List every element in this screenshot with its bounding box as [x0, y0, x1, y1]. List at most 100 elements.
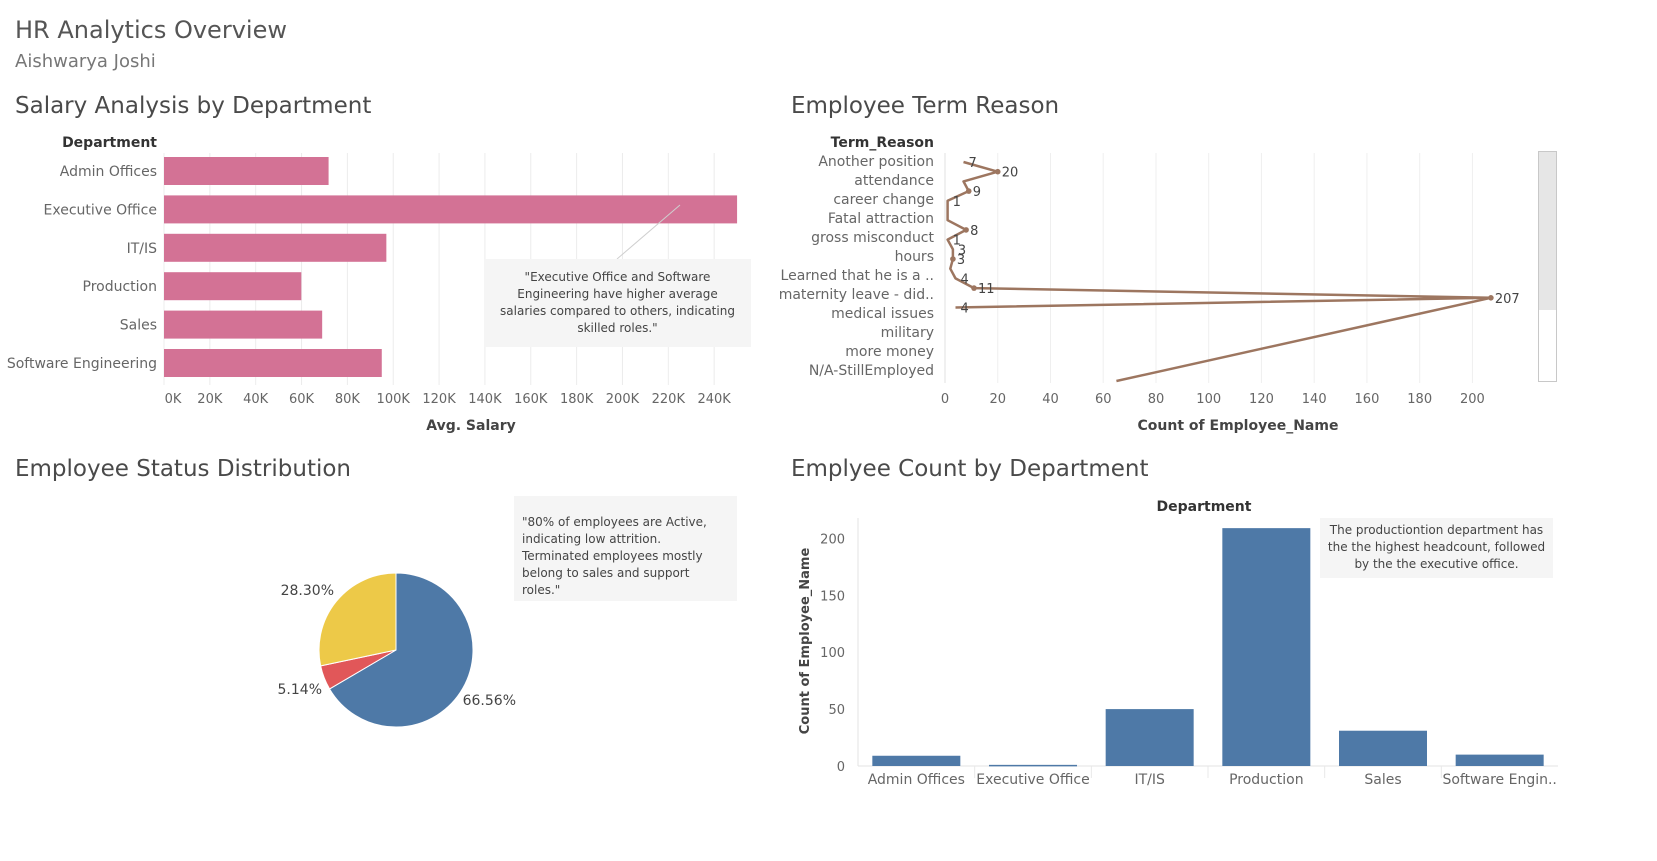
term-reason-line-chart: 0 20 40 60 80 100 120 140 160 180 200 Term_Reason An… [780, 135, 1520, 434]
term-data-point [971, 285, 977, 291]
salary-x-tick: 0K [165, 392, 182, 407]
term-scrollbar[interactable] [1538, 151, 1557, 382]
term-category-label: Another position [818, 154, 934, 170]
salary-category-label: IT/IS [127, 241, 158, 257]
term-category-label: Fatal attraction [828, 211, 934, 227]
term-category-label: more money [845, 344, 934, 360]
count-category-label: Executive Office [976, 772, 1089, 788]
term-series-line [946, 160, 1493, 309]
dashboard-author: Aishwarya Joshi [15, 51, 156, 72]
salary-x-tick: 180K [560, 392, 594, 407]
term-x-tick: 200 [1460, 392, 1485, 407]
status-section-title: Employee Status Distribution [15, 456, 352, 482]
salary-x-tick: 100K [377, 392, 411, 407]
term-data-label: 9 [973, 185, 981, 200]
salary-category-label: Sales [120, 318, 157, 334]
salary-x-tick: 120K [422, 392, 456, 407]
term-category-label: medical issues [831, 306, 934, 322]
term-category-label: military [881, 325, 934, 341]
dashboard-title: HR Analytics Overview [15, 16, 287, 44]
term-data-point [963, 227, 969, 233]
count-y-tick: 200 [820, 532, 845, 547]
count-bar-chart: Department 0 50 100 150 200 Admin Offices Execu… [798, 499, 1558, 788]
term-category-label: N/A-StillEmployed [809, 363, 934, 379]
count-category-label: Sales [1364, 772, 1401, 788]
salary-x-tick: 220K [652, 392, 686, 407]
salary-bar [164, 272, 302, 301]
count-y-tick: 0 [837, 760, 845, 775]
count-column-header: Department [1157, 499, 1252, 515]
pie-slice-label: 5.14% [278, 682, 322, 698]
salary-x-tick: 240K [697, 392, 731, 407]
count-y-axis-label: Count of Employee_Name [798, 548, 813, 735]
salary-x-tick: 200K [606, 392, 640, 407]
term-x-tick: 160 [1355, 392, 1380, 407]
salary-bar [164, 310, 323, 339]
term-x-tick: 20 [989, 392, 1006, 407]
count-y-tick: 100 [820, 646, 845, 661]
count-category-label: Admin Offices [868, 772, 965, 788]
salary-x-tick: 20K [197, 392, 223, 407]
term-row-header: Term_Reason [831, 135, 934, 151]
count-bar [989, 764, 1077, 767]
salary-row-header: Department [62, 135, 157, 151]
count-bar [1455, 754, 1544, 766]
salary-x-tick: 160K [514, 392, 548, 407]
term-category-label: attendance [854, 173, 934, 189]
count-category-label: Production [1229, 772, 1303, 788]
term-series-tail [1116, 296, 1492, 383]
count-bar [1339, 730, 1427, 766]
term-x-tick: 80 [1148, 392, 1165, 407]
count-bar [1105, 709, 1194, 766]
term-x-tick: 180 [1407, 392, 1432, 407]
term-x-tick: 0 [941, 392, 949, 407]
pie-slice [328, 572, 474, 728]
term-x-tick: 140 [1302, 392, 1327, 407]
term-data-label: 3 [958, 243, 966, 258]
salary-bar-chart: 0K 20K 40K 60K 80K 100K 120K 140K 160K 180K 200K 22… [7, 135, 738, 434]
term-data-label: 3 [957, 253, 965, 268]
salary-category-label: Admin Offices [60, 164, 157, 180]
term-category-label: gross misconduct [811, 230, 934, 246]
term-section-title: Employee Term Reason [791, 93, 1060, 119]
status-pie-chart: 66.56% 5.14% 28.30% [278, 572, 516, 728]
status-annotation: "80% of employees are Active, indicating… [514, 496, 737, 601]
salary-section-title: Salary Analysis by Department [15, 93, 372, 119]
count-bar [1222, 528, 1311, 766]
term-x-tick: 100 [1196, 392, 1221, 407]
pie-slice-label: 28.30% [281, 583, 334, 599]
salary-annotation: "Executive Office and Software Engineeri… [484, 259, 751, 347]
salary-category-label: Executive Office [44, 202, 157, 218]
salary-bar [164, 157, 329, 185]
term-data-label: 11 [978, 282, 995, 297]
count-category-label: IT/IS [1134, 772, 1165, 788]
term-data-point [950, 256, 956, 262]
term-category-label: career change [833, 192, 934, 208]
term-data-label: 207 [1495, 292, 1520, 307]
count-y-tick: 150 [820, 589, 845, 604]
term-data-label: 4 [961, 302, 969, 317]
term-category-label: maternity leave - did.. [780, 287, 934, 303]
term-x-tick: 120 [1249, 392, 1274, 407]
term-data-label: 1 [953, 195, 961, 210]
term-scrollbar-thumb[interactable] [1539, 152, 1556, 310]
salary-x-tick: 40K [243, 392, 269, 407]
count-section-title: Emplyee Count by Department [791, 456, 1149, 482]
term-data-point [994, 168, 1001, 175]
term-x-tick: 40 [1042, 392, 1059, 407]
salary-x-axis-label: Avg. Salary [426, 418, 515, 434]
pie-slice-label: 66.56% [463, 693, 516, 709]
salary-x-tick: 80K [335, 392, 361, 407]
term-data-label: 1 [953, 234, 961, 249]
term-data-label: 8 [970, 224, 978, 239]
term-data-label: 4 [961, 272, 969, 287]
count-y-tick: 50 [828, 703, 845, 718]
term-x-tick: 60 [1095, 392, 1112, 407]
salary-x-tick: 60K [289, 392, 315, 407]
term-category-label: hours [895, 249, 934, 265]
term-category-label: Learned that he is a .. [781, 268, 934, 284]
pie-slice [318, 572, 397, 667]
count-bar [872, 755, 961, 766]
salary-category-label: Production [83, 279, 157, 295]
salary-x-tick: 140K [468, 392, 502, 407]
